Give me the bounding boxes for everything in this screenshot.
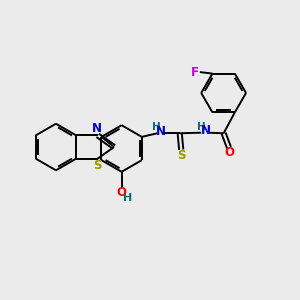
Text: O: O xyxy=(117,186,127,199)
Text: O: O xyxy=(225,146,235,160)
Text: N: N xyxy=(156,125,166,138)
Text: S: S xyxy=(93,159,102,172)
Text: H: H xyxy=(123,193,132,203)
Text: F: F xyxy=(190,66,199,79)
Text: N: N xyxy=(92,122,102,135)
Text: H: H xyxy=(152,122,161,132)
Text: H: H xyxy=(197,122,206,132)
Text: S: S xyxy=(178,149,186,162)
Text: N: N xyxy=(200,124,210,137)
